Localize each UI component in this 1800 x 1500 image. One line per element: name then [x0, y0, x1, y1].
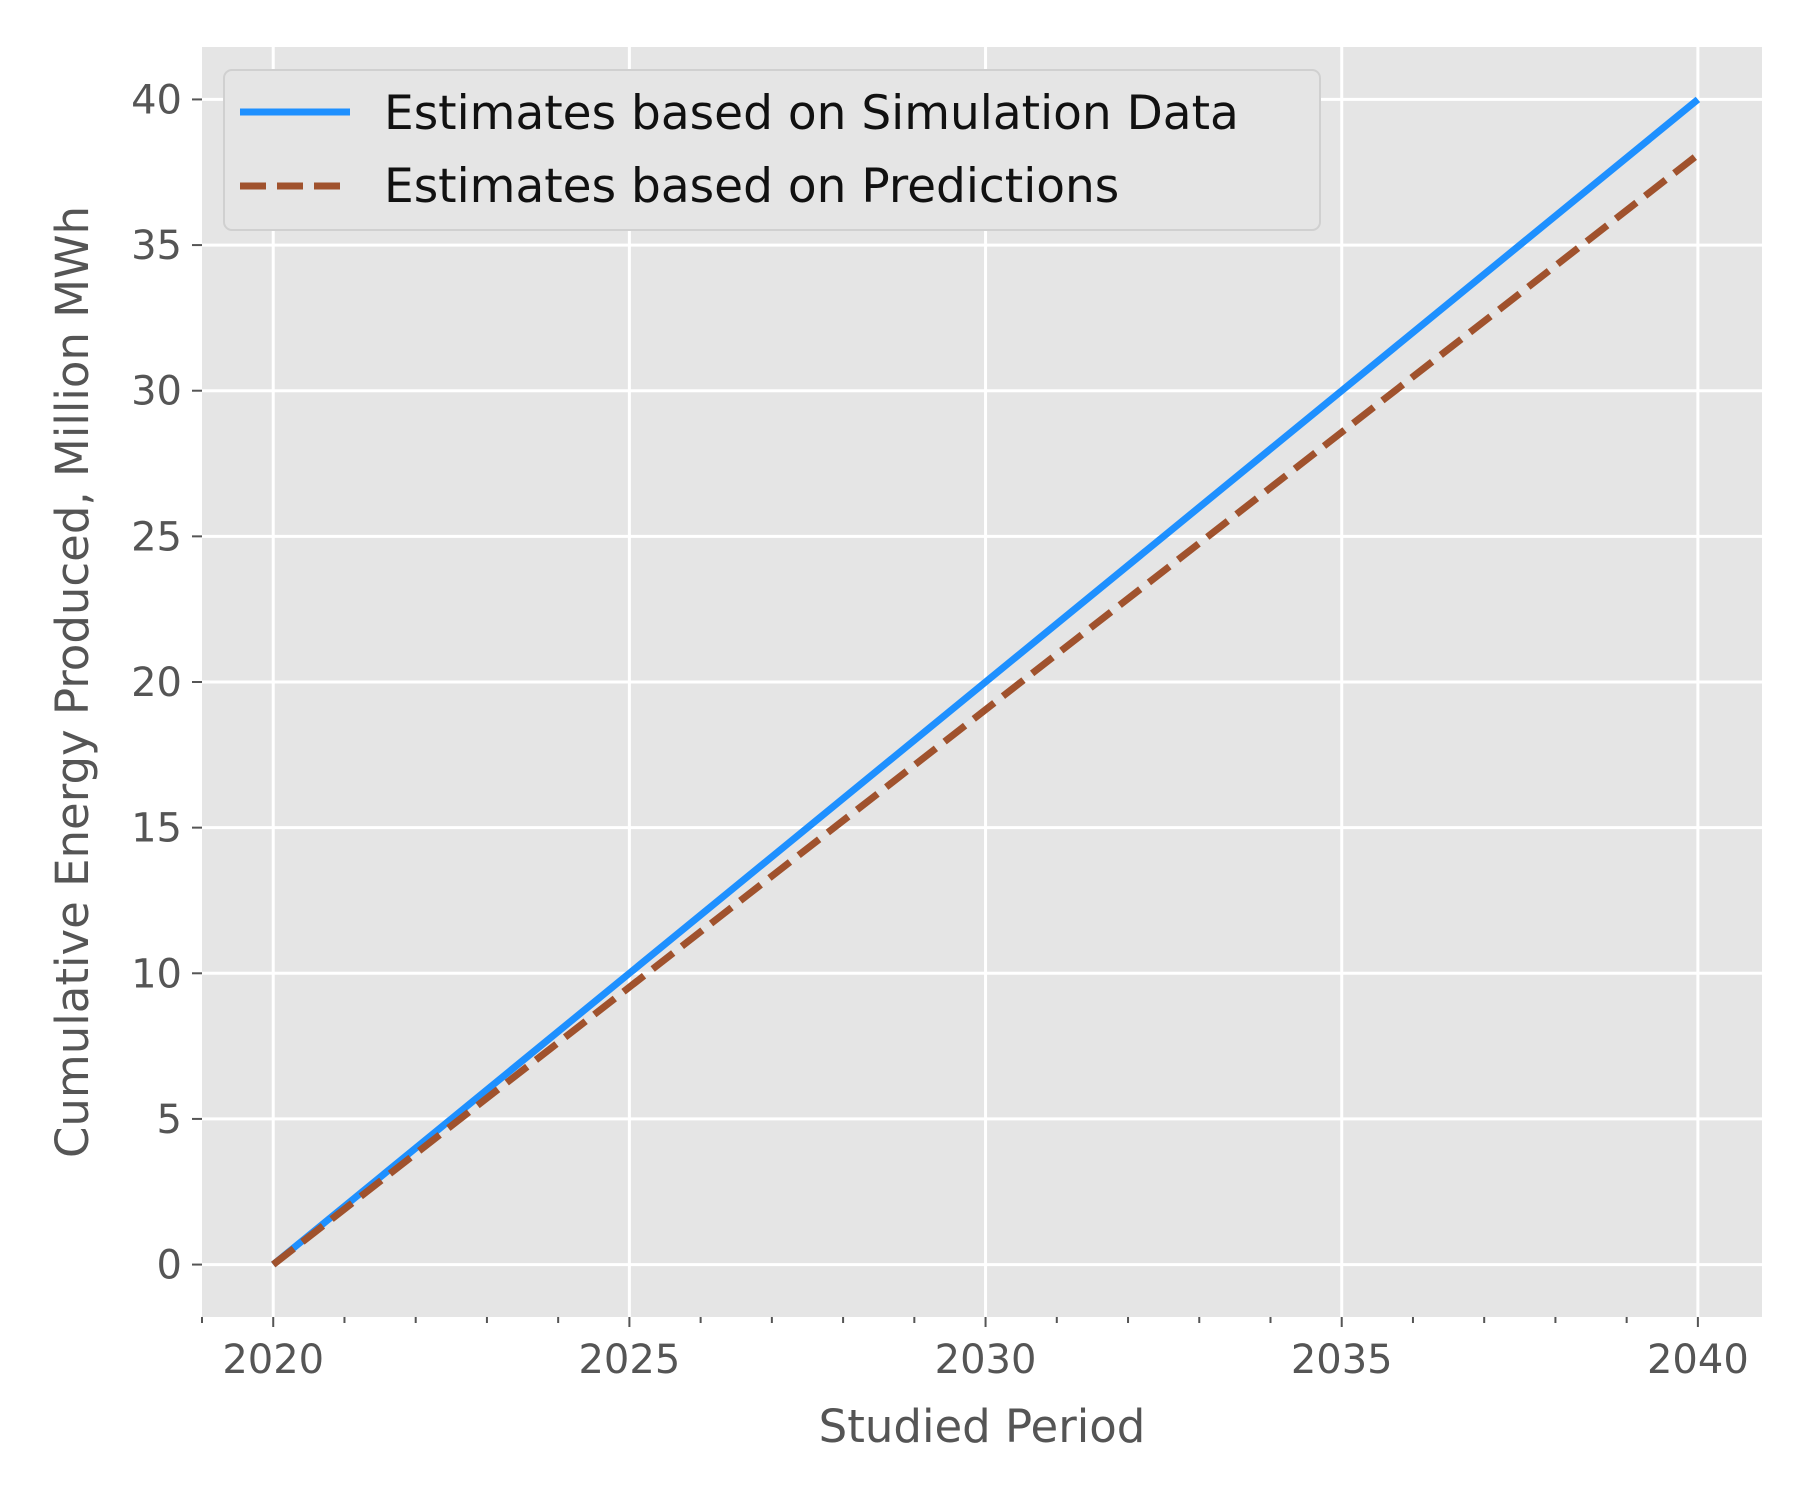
y-tick-label: 30: [131, 369, 182, 415]
series-line-predictions: [271, 152, 1701, 1268]
x-tick-label: 2040: [1647, 1337, 1749, 1383]
y-tick-label: 10: [131, 951, 182, 997]
x-tick-label: 2025: [578, 1337, 680, 1383]
y-axis-title: Cumulative Energy Produced, Million MWh: [46, 206, 99, 1158]
y-tick-label: 0: [157, 1243, 182, 1289]
x-axis-title: Studied Period: [819, 1400, 1146, 1453]
x-tick-label: 2020: [222, 1337, 324, 1383]
series-line-simulation: [271, 96, 1701, 1268]
y-tick-label: 25: [131, 514, 182, 560]
legend-label-simulation: Estimates based on Simulation Data: [384, 86, 1239, 141]
legend-label-predictions: Estimates based on Predictions: [384, 159, 1119, 214]
y-tick-label: 35: [131, 223, 182, 269]
y-tick-label: 20: [131, 660, 182, 706]
legend-box: [223, 69, 1321, 231]
y-tick-label: 40: [131, 77, 182, 123]
x-tick-label: 2035: [1291, 1337, 1393, 1383]
legend: Estimates based on Simulation Data Estim…: [223, 69, 1321, 231]
series-layer: [271, 96, 1701, 1268]
y-tick-label: 5: [157, 1097, 182, 1143]
x-tick-label: 2030: [935, 1337, 1037, 1383]
y-tick-label: 15: [131, 806, 182, 852]
